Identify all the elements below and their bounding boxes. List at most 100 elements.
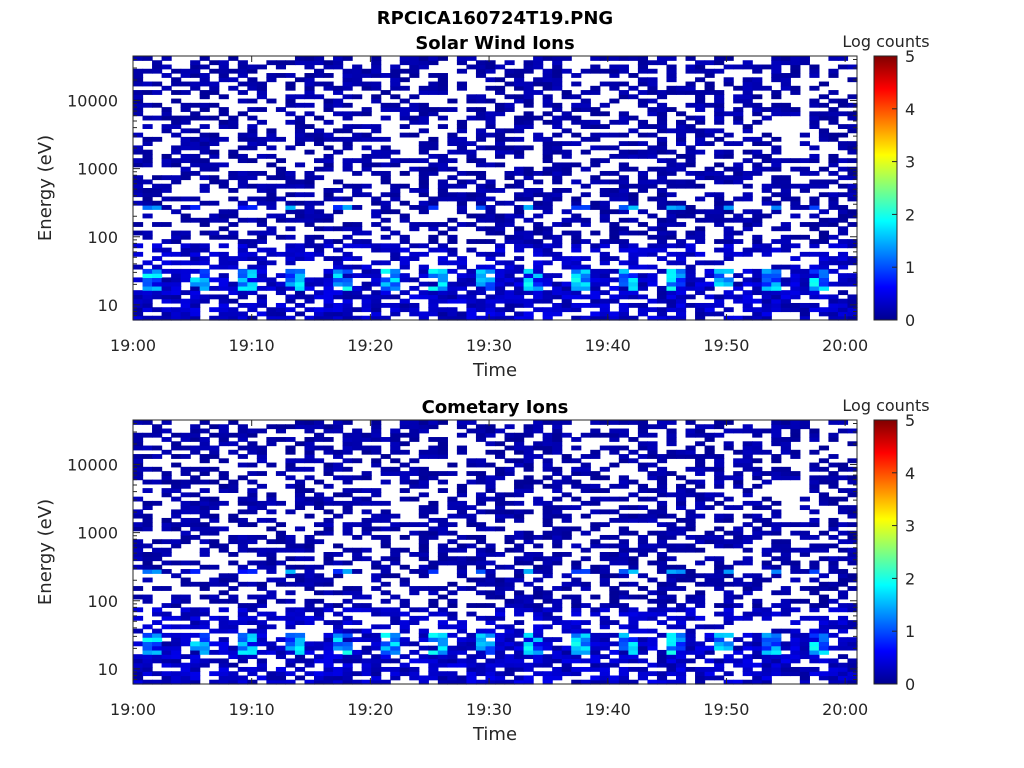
heatmap-cell xyxy=(637,222,649,227)
heatmap-cell xyxy=(780,547,791,553)
heatmap-cell xyxy=(294,136,306,142)
heatmap-cell xyxy=(218,598,229,604)
heatmap-cell xyxy=(790,285,801,291)
heatmap-cell xyxy=(180,454,191,459)
heatmap-cell xyxy=(723,615,734,621)
heatmap-cell xyxy=(218,675,229,681)
heatmap-cell xyxy=(256,603,267,608)
heatmap-cell xyxy=(371,56,382,61)
heatmap-cell xyxy=(542,437,553,442)
heatmap-cell xyxy=(409,285,420,291)
heatmap-cell xyxy=(590,124,601,129)
heatmap-cell xyxy=(590,641,601,647)
heatmap-cell xyxy=(676,632,687,638)
heatmap-cell xyxy=(142,153,153,159)
heatmap-cell xyxy=(342,662,353,668)
heatmap-cell xyxy=(809,290,820,296)
heatmap-cell xyxy=(847,307,858,313)
heatmap-cell xyxy=(837,530,849,536)
heatmap-cell xyxy=(552,675,563,681)
heatmap-cell xyxy=(466,281,477,287)
heatmap-cell xyxy=(428,222,439,227)
heatmap-cell xyxy=(676,290,687,296)
heatmap-cell xyxy=(428,239,439,244)
heatmap-cell xyxy=(828,234,839,240)
heatmap-cell xyxy=(390,611,401,617)
heatmap-cell xyxy=(590,679,601,685)
heatmap-cell xyxy=(523,205,534,210)
heatmap-cell xyxy=(685,281,696,287)
heatmap-cell xyxy=(809,666,820,672)
heatmap-cell xyxy=(723,654,734,660)
heatmap-cell xyxy=(352,290,363,296)
heatmap-cell xyxy=(818,637,830,643)
heatmap-cell xyxy=(333,239,344,244)
heatmap-cell xyxy=(656,679,668,685)
heatmap-cell xyxy=(676,256,687,261)
heatmap-cell xyxy=(752,662,763,668)
heatmap-cell xyxy=(256,260,267,266)
heatmap-cell xyxy=(342,141,353,147)
heatmap-cell xyxy=(790,564,801,570)
heatmap-cell xyxy=(523,675,534,681)
heatmap-cell xyxy=(580,658,591,664)
heatmap-cell xyxy=(714,260,725,266)
heatmap-cell xyxy=(552,483,563,489)
heatmap-cell xyxy=(514,285,525,291)
heatmap-cell xyxy=(218,281,229,287)
heatmap-cell xyxy=(199,454,210,459)
heatmap-cell xyxy=(285,217,296,223)
heatmap-cell xyxy=(742,641,753,647)
heatmap-cell xyxy=(733,94,744,100)
heatmap-cell xyxy=(409,132,420,138)
heatmap-cell xyxy=(761,471,772,476)
heatmap-cell xyxy=(190,517,201,523)
heatmap-cell xyxy=(561,217,572,223)
heatmap-cell xyxy=(218,641,229,647)
heatmap-cell xyxy=(228,281,239,287)
heatmap-cell xyxy=(542,671,553,677)
heatmap-cell xyxy=(380,649,391,655)
heatmap-cell xyxy=(580,581,591,587)
heatmap-cell xyxy=(504,175,515,181)
heatmap-cell xyxy=(380,277,391,283)
heatmap-cell xyxy=(618,294,629,300)
heatmap-cell xyxy=(637,649,649,655)
heatmap-cell xyxy=(837,675,849,681)
heatmap-cell xyxy=(676,119,687,125)
heatmap-cell xyxy=(333,658,344,664)
heatmap-cell xyxy=(294,573,306,579)
heatmap-cell xyxy=(752,85,763,91)
heatmap-cell xyxy=(771,666,782,672)
heatmap-cell xyxy=(828,222,839,227)
heatmap-cell xyxy=(456,192,468,198)
heatmap-cell xyxy=(199,547,210,553)
heatmap-cell xyxy=(342,509,353,515)
heatmap-cell xyxy=(790,569,801,574)
heatmap-cell xyxy=(237,136,248,142)
heatmap-cell xyxy=(771,281,782,287)
heatmap-cell xyxy=(371,586,382,591)
heatmap-cell xyxy=(275,500,287,506)
heatmap-cell xyxy=(504,170,515,176)
heatmap-cell xyxy=(199,230,210,236)
heatmap-cell xyxy=(418,179,429,185)
heatmap-cell xyxy=(552,488,563,493)
heatmap-cell xyxy=(161,64,172,70)
heatmap-cell xyxy=(409,277,420,283)
heatmap-cell xyxy=(628,615,639,621)
heatmap-cell xyxy=(656,513,668,519)
heatmap-cell xyxy=(409,458,420,464)
heatmap-cell xyxy=(514,530,525,536)
heatmap-cell xyxy=(304,179,315,185)
heatmap-cell xyxy=(266,315,277,321)
heatmap-cell xyxy=(847,556,858,562)
heatmap-cell xyxy=(552,307,563,313)
heatmap-cell xyxy=(352,458,363,464)
heatmap-cell xyxy=(761,153,772,159)
heatmap-cell xyxy=(618,81,629,87)
heatmap-cell xyxy=(323,188,334,193)
heatmap-cell xyxy=(752,458,763,464)
heatmap-cell xyxy=(161,475,172,481)
heatmap-cell xyxy=(618,315,629,321)
